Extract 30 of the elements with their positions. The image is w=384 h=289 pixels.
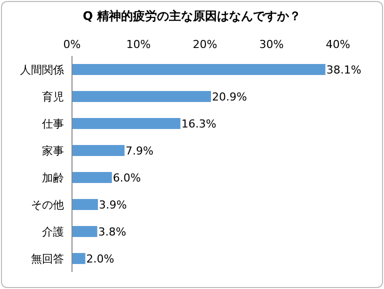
bar <box>72 199 98 210</box>
y-tick-label: 人間関係 <box>20 63 64 76</box>
x-tick-label: 40% <box>326 38 350 51</box>
bar <box>72 118 180 129</box>
y-tick-label: 家事 <box>42 144 64 158</box>
y-tick-label: 仕事 <box>42 117 64 130</box>
x-tick-label: 0% <box>63 38 81 51</box>
data-label: 3.9% <box>98 198 127 212</box>
bar <box>72 226 98 237</box>
bar <box>72 145 125 156</box>
data-label: 7.9% <box>126 144 154 158</box>
data-label: 16.3% <box>181 118 216 130</box>
data-label: 38.1% <box>326 64 362 76</box>
bar <box>72 64 326 75</box>
chart-title: Q 精神的疲労の主な原因はなんですか？ <box>82 8 302 25</box>
bar <box>72 91 211 102</box>
y-tick-label: 無回答 <box>31 252 64 266</box>
x-tick-label: 10% <box>126 38 151 51</box>
bar <box>72 172 112 183</box>
data-label: 20.9% <box>212 90 247 104</box>
y-tick-label: 介護 <box>42 225 64 238</box>
data-label: 6.0% <box>112 172 141 184</box>
x-tick-label: 30% <box>259 38 284 51</box>
y-tick-label: その他 <box>31 198 64 212</box>
y-tick-label: 加齢 <box>42 171 64 184</box>
bar <box>72 253 86 264</box>
data-label: 3.8% <box>98 226 126 238</box>
y-tick-label: 育児 <box>42 90 64 104</box>
data-label: 2.0% <box>86 252 114 266</box>
x-tick-label: 20% <box>192 38 218 51</box>
